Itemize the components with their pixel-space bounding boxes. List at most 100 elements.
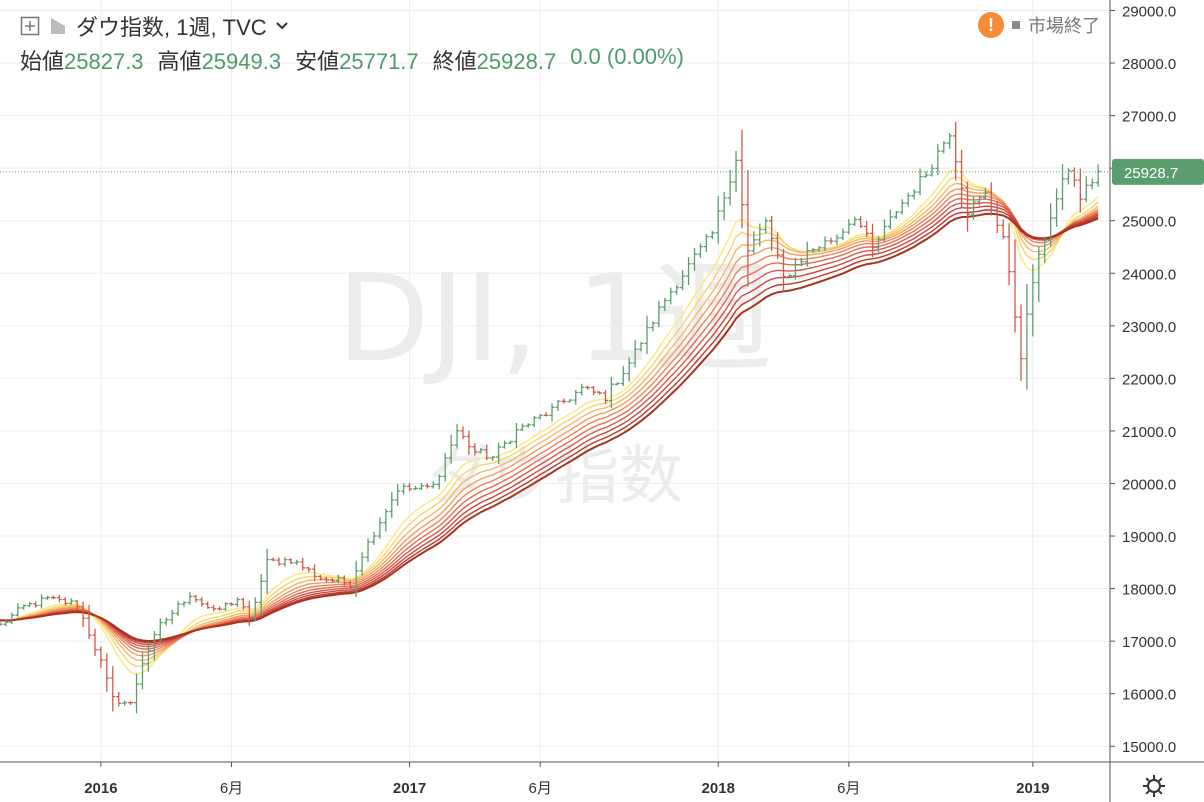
y-tick-label: 16000.0 — [1122, 687, 1176, 704]
ohlc-bar — [246, 600, 252, 626]
ohlc-bar — [870, 223, 876, 258]
ohlc-bar — [223, 602, 229, 611]
ohlc-bar — [727, 169, 733, 206]
ohlc-bar — [953, 121, 959, 181]
ohlc-bar — [792, 257, 798, 280]
ema-ribbon — [0, 168, 1099, 676]
ohlc-bar — [525, 423, 531, 428]
ohlc-bar — [128, 701, 134, 705]
ohlc-bar — [899, 199, 905, 215]
ohlc-bar — [199, 597, 205, 607]
y-tick-label: 29000.0 — [1122, 4, 1176, 21]
ohlc-bar — [341, 575, 347, 586]
ohlc-bar — [947, 133, 953, 149]
expand-icon[interactable] — [20, 16, 40, 36]
ohlc-bar — [662, 297, 668, 311]
y-tick-label: 17000.0 — [1122, 634, 1176, 651]
warning-icon[interactable]: ! — [978, 12, 1004, 38]
ohlc-bar — [98, 646, 104, 668]
market-status: ! 市場終了 — [978, 12, 1100, 38]
ohlc-bar — [644, 315, 650, 354]
ohlc-bar — [781, 248, 787, 292]
ohlc-bar — [240, 597, 246, 610]
ohlc-bar — [840, 228, 846, 240]
ohlc-bar — [775, 232, 781, 259]
ohlc-bar — [769, 215, 775, 251]
price-bars — [0, 121, 1101, 714]
ohlc-bar — [965, 181, 971, 232]
ohlc-bar — [193, 594, 199, 603]
ohlc-bar — [163, 617, 169, 626]
ohlc-bar — [502, 440, 508, 449]
ohlc-bar — [923, 171, 929, 178]
ohlc-bar — [561, 398, 567, 404]
ohlc-bar — [187, 592, 193, 605]
ohlc-bar — [496, 442, 502, 465]
ohlc-low: 安値25771.7 — [295, 44, 419, 76]
y-tick-label: 25000.0 — [1122, 214, 1176, 231]
low-label: 安値 — [295, 49, 340, 74]
ohlc-bar — [27, 601, 33, 608]
ohlc-bar — [674, 285, 680, 295]
ohlc-bar — [1042, 236, 1048, 263]
ohlc-bar — [697, 243, 703, 258]
ohlc-bar — [294, 559, 300, 565]
y-tick-label: 18000.0 — [1122, 582, 1176, 599]
ohlc-bar — [460, 426, 466, 440]
ohlc-bar — [881, 219, 887, 243]
ohlc-bar — [74, 599, 80, 610]
ohlc-bar — [513, 423, 519, 449]
ohlc-bar — [306, 566, 312, 573]
ohlc-bar — [721, 191, 727, 221]
ohlc-bar — [110, 666, 116, 712]
ohlc-bar — [86, 604, 92, 639]
ohlc-bar — [537, 414, 543, 420]
y-tick-label: 24000.0 — [1122, 266, 1176, 283]
ohlc-bar — [1071, 167, 1077, 187]
ohlc-bar — [846, 219, 852, 235]
low-value: 25771.7 — [339, 49, 419, 74]
ohlc-bar — [1065, 168, 1071, 185]
ohlc-bar — [567, 399, 573, 403]
ohlc-bar — [620, 366, 626, 386]
ohlc-bar — [116, 692, 122, 707]
ohlc-bar — [935, 144, 941, 176]
ohlc-bar — [413, 485, 419, 491]
ohlc-bar — [680, 270, 686, 291]
ohlc-bar — [92, 628, 98, 656]
ohlc-bar — [466, 430, 472, 455]
ohlc-bar — [282, 557, 288, 567]
ohlc-bar — [763, 217, 769, 234]
ohlc-bar — [39, 594, 45, 609]
market-status-label: 市場終了 — [1028, 16, 1100, 36]
ohlc-bar — [33, 601, 39, 608]
x-tick-label: 6月 — [528, 780, 551, 797]
ohlc-bar — [145, 641, 151, 673]
ohlc-bar — [1060, 164, 1066, 211]
ohlc-bar — [252, 597, 258, 622]
ohlc-bar — [56, 594, 62, 603]
last-price-tag: 25928.7 — [1112, 158, 1204, 185]
ohlc-bar — [733, 150, 739, 193]
ohlc-bar — [585, 385, 591, 390]
symbol-title[interactable]: ダウ指数, 1週, TVC — [76, 15, 267, 40]
ohlc-bar — [80, 601, 86, 628]
y-tick-label: 19000.0 — [1122, 529, 1176, 546]
chevron-down-icon[interactable] — [275, 19, 289, 33]
ohlc-bar — [300, 557, 306, 571]
ohlc-bar — [739, 129, 745, 229]
ohlc-bar — [401, 483, 407, 495]
x-tick-label: 2017 — [393, 780, 426, 797]
ohlc-bar — [359, 552, 365, 576]
ohlc-bar — [597, 391, 603, 395]
ohlc-bar — [258, 573, 264, 617]
ohlc-bar — [573, 390, 579, 405]
settings-gear-icon[interactable] — [1142, 774, 1166, 798]
open-value: 25827.3 — [64, 49, 144, 74]
ohlc-bar — [828, 237, 834, 245]
ohlc-bar — [329, 578, 335, 583]
ohlc-bar — [3, 619, 9, 627]
ohlc-bar — [371, 531, 377, 545]
ohlc-bar — [139, 652, 145, 690]
